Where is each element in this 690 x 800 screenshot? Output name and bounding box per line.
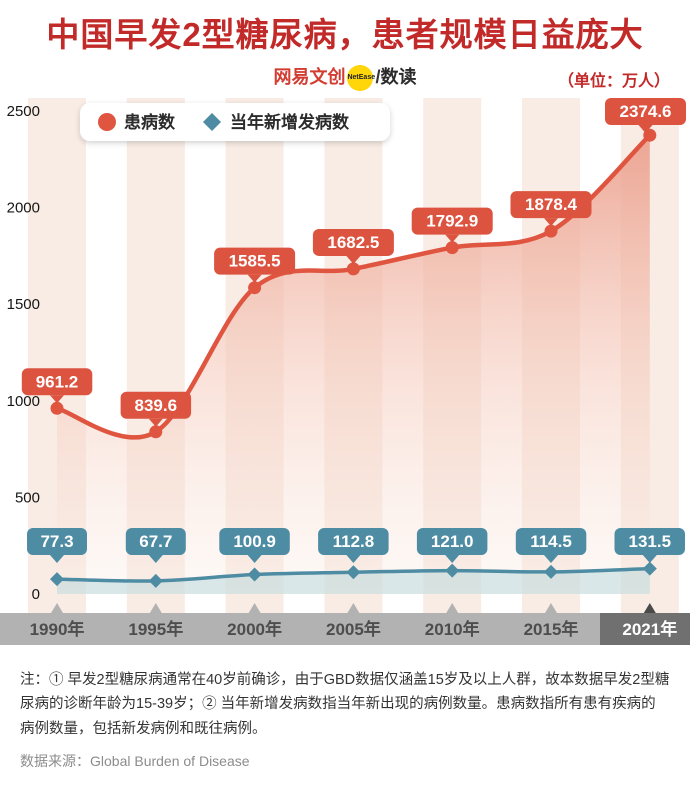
svg-text:131.5: 131.5 <box>629 532 672 551</box>
svg-text:1990年: 1990年 <box>30 619 85 639</box>
value-label: 100.9 <box>219 527 290 563</box>
value-label: 1585.5 <box>214 247 296 283</box>
line-chart: 961.2 839.6 1585.5 1682.5 1792.9 1878.4 2374.6… <box>0 97 690 645</box>
svg-text:100.9: 100.9 <box>233 532 276 551</box>
svg-text:0: 0 <box>32 586 40 603</box>
svg-text:1500: 1500 <box>7 296 40 313</box>
svg-text:77.3: 77.3 <box>40 532 73 551</box>
brand-row: 网易文创 NetEase/数读 （单位：万人） <box>0 60 690 96</box>
svg-text:2015年: 2015年 <box>524 619 579 639</box>
svg-text:1682.5: 1682.5 <box>327 233 379 252</box>
x-axis-bar: 1990年 1995年 2000年 2005年 2010年 2015年 2021年 <box>0 602 690 645</box>
svg-text:1792.9: 1792.9 <box>426 212 478 231</box>
netease-badge-icon: NetEase <box>347 65 375 92</box>
brand-shudu: 数读 <box>380 66 417 87</box>
value-label: 67.7 <box>125 527 186 563</box>
svg-text:1585.5: 1585.5 <box>229 252 281 271</box>
new-cases-area <box>57 568 650 594</box>
svg-text:2010年: 2010年 <box>425 619 480 639</box>
legend-circle-icon <box>98 112 116 131</box>
svg-text:500: 500 <box>15 489 40 506</box>
footnotes: 注：① 早发2型糖尿病通常在40岁前确诊，由于GBD数据仅涵盖15岁及以上人群，… <box>20 671 670 737</box>
prevalence-labels: 961.2 839.6 1585.5 1682.5 1792.9 1878.4 2374.6 <box>21 97 686 427</box>
legend: 患病数 当年新增发病数 <box>80 102 390 141</box>
svg-text:1995年: 1995年 <box>128 619 183 639</box>
svg-text:839.6: 839.6 <box>135 396 178 415</box>
svg-text:当年新增发病数: 当年新增发病数 <box>230 112 350 132</box>
svg-text:2374.6: 2374.6 <box>620 102 672 121</box>
svg-text:2021年: 2021年 <box>622 619 677 639</box>
value-label: 1682.5 <box>312 228 394 264</box>
brand-lockup: 网易文创 NetEase/数读 <box>0 63 690 92</box>
svg-text:1878.4: 1878.4 <box>525 195 578 214</box>
y-axis-labels: 0 500 1000 1500 2000 2500 <box>7 103 40 603</box>
value-label: 961.2 <box>21 368 93 404</box>
value-label: 131.5 <box>614 527 685 563</box>
svg-text:2500: 2500 <box>7 103 40 120</box>
svg-text:121.0: 121.0 <box>431 532 474 551</box>
value-label: 112.8 <box>318 527 389 563</box>
svg-text:961.2: 961.2 <box>36 372 79 391</box>
svg-text:患病数: 患病数 <box>124 112 176 132</box>
new-cases-labels: 77.3 67.7 100.9 112.8 121.0 114.5 131.5 <box>27 527 685 563</box>
data-source: 数据来源：Global Burden of Disease <box>20 753 250 770</box>
brand-netease-wenchuang: 网易文创 <box>273 66 346 87</box>
value-label: 839.6 <box>120 391 192 427</box>
value-label: 2374.6 <box>605 97 686 133</box>
prevalence-area <box>57 135 650 594</box>
svg-text:112.8: 112.8 <box>333 532 375 551</box>
value-label: 77.3 <box>27 527 87 563</box>
value-label: 114.5 <box>515 527 587 563</box>
svg-text:2000: 2000 <box>7 200 40 217</box>
svg-text:67.7: 67.7 <box>139 532 172 551</box>
svg-text:2000年: 2000年 <box>227 619 282 639</box>
page-title: 中国早发2型糖尿病，患者规模日益庞大 <box>46 16 644 53</box>
unit-label: （单位：万人） <box>557 72 670 90</box>
data-point-markers <box>50 128 657 588</box>
brand-slash: / <box>375 66 381 87</box>
svg-text:1000: 1000 <box>7 393 40 410</box>
value-label: 1792.9 <box>411 207 493 243</box>
svg-text:114.5: 114.5 <box>530 532 572 551</box>
value-label: 1878.4 <box>510 191 592 227</box>
value-label: 121.0 <box>416 527 488 563</box>
legend-diamond-icon <box>203 112 221 131</box>
svg-text:2005年: 2005年 <box>326 619 381 639</box>
